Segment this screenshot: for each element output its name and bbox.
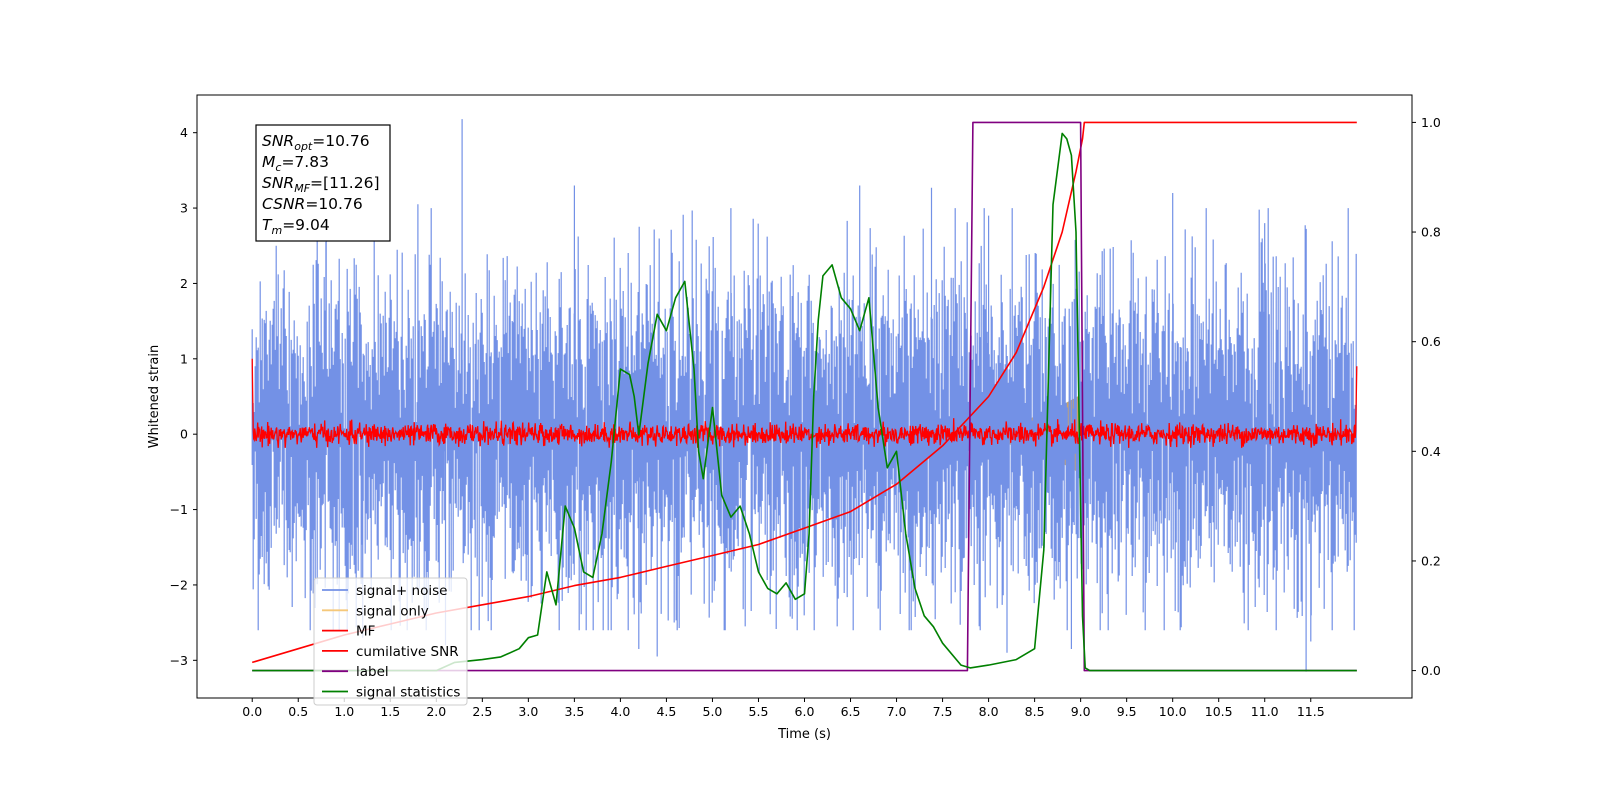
y-tick-label: 3 (180, 201, 188, 216)
x-axis-label: Time (s) (777, 727, 831, 742)
y-tick-label: 1 (180, 351, 188, 366)
signal-statistics-series (252, 132, 1357, 672)
y-axis-label: Whitened strain (147, 345, 162, 448)
x-tick-label: 1.5 (380, 704, 400, 719)
x-tick-label: 11.0 (1251, 704, 1279, 719)
x-tick-label: 2.0 (426, 704, 446, 719)
y2-tick-label: 1.0 (1421, 115, 1441, 130)
x-tick-label: 6.0 (795, 704, 815, 719)
y2-tick-label: 0.8 (1421, 225, 1441, 240)
y2-tick-label: 0.6 (1421, 334, 1441, 349)
x-tick-label: 7.5 (933, 704, 953, 719)
legend-entry: label (356, 664, 389, 680)
y-tick-label: 2 (180, 276, 188, 291)
x-tick-label: 10.0 (1159, 704, 1187, 719)
x-tick-label: 4.5 (656, 704, 676, 719)
x-tick-label: 8.5 (1025, 704, 1045, 719)
legend-entry: signal statistics (356, 685, 460, 701)
x-tick-label: 5.5 (749, 704, 769, 719)
x-tick-label: 11.5 (1297, 704, 1325, 719)
y-tick-label: −3 (170, 653, 188, 668)
legend-frame (313, 577, 468, 706)
annotation-line: CSNR=10.76 (262, 195, 363, 213)
x-tick-label: 7.0 (887, 704, 907, 719)
y-tick-label: −1 (170, 502, 188, 517)
y2-tick-label: 0.4 (1421, 444, 1441, 459)
x-tick-label: 10.5 (1205, 704, 1233, 719)
legend: signal+ noise signal only MF cumilative SNR… (313, 577, 468, 706)
y-tick-label: 0 (180, 427, 188, 442)
legend-entry: cumilative SNR (356, 644, 459, 660)
y-tick-label: 4 (180, 125, 188, 140)
axes-layer: 0.0 0.5 1.0 1.5 2.0 2.5 3.0 3.5 4.0 4.5 5.0 5.5 6.0 6… (170, 115, 1441, 719)
annotation-frame (255, 124, 391, 242)
mf-layer (251, 358, 1358, 448)
x-tick-label: 0.0 (242, 704, 262, 719)
annotation-line: Tm=9.04 (262, 216, 330, 237)
x-tick-label: 8.0 (979, 704, 999, 719)
x-tick-label: 9.5 (1117, 704, 1137, 719)
legend-entry: signal only (356, 603, 429, 619)
legend-entry: signal+ noise (356, 583, 447, 599)
x-tick-label: 3.0 (518, 704, 538, 719)
x-tick-label: 0.5 (288, 704, 308, 719)
x-tick-label: 6.5 (841, 704, 861, 719)
x-tick-label: 3.5 (564, 704, 584, 719)
legend-entry: MF (356, 624, 375, 640)
stats-annotation-box: SNRopt=10.76Mc=7.83SNRMF=[11.26]CSNR=10.… (255, 124, 391, 242)
x-tick-label: 4.0 (610, 704, 630, 719)
x-tick-label: 9.0 (1071, 704, 1091, 719)
y-tick-label: −2 (170, 577, 188, 592)
y2-tick-label: 0.0 (1421, 663, 1441, 678)
y2-tick-label: 0.2 (1421, 553, 1441, 568)
x-tick-label: 5.0 (703, 704, 723, 719)
annotation-line: Mc=7.83 (262, 153, 329, 174)
x-tick-label: 1.0 (334, 704, 354, 719)
annotation-line: SNRopt=10.76 (262, 132, 370, 153)
mf-series (251, 358, 1358, 448)
x-tick-label: 2.5 (472, 704, 492, 719)
annotation-line: SNRMF=[11.26] (262, 174, 380, 195)
